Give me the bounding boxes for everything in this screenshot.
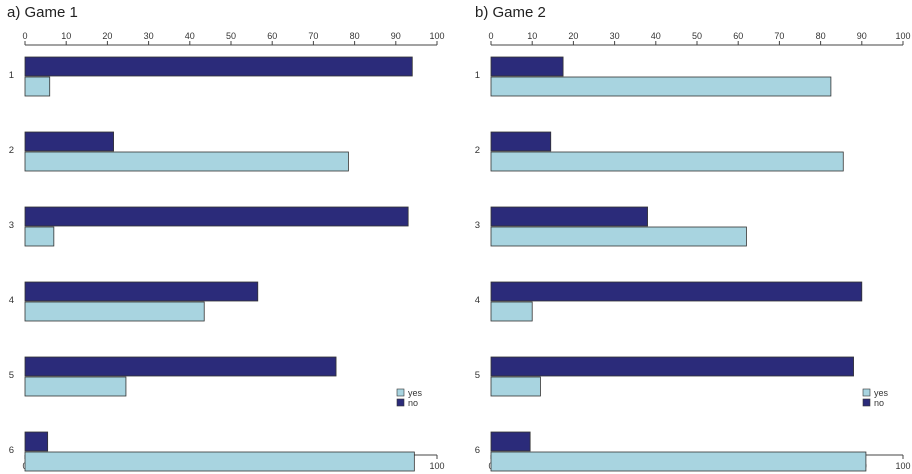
- category-label: 4: [9, 295, 14, 306]
- bar-no-2: [24, 131, 114, 152]
- x-tick-label-top: 70: [308, 31, 318, 41]
- x-tick-label-top: 60: [267, 31, 277, 41]
- x-tick-label-top: 50: [226, 31, 236, 41]
- x-tick-label-top: 30: [144, 31, 154, 41]
- bar-yes-6: [490, 451, 867, 472]
- chart-title: b) Game 2: [475, 4, 546, 21]
- x-tick-label-top: 10: [61, 31, 71, 41]
- legend-swatch-no: [862, 398, 871, 407]
- x-tick-label-bottom: 100: [895, 461, 910, 471]
- legend-swatch-yes: [396, 388, 405, 397]
- category-label: 4: [475, 295, 480, 306]
- bar-no-2: [490, 131, 552, 152]
- category-label: 2: [9, 145, 14, 156]
- category-label: 6: [9, 445, 14, 456]
- bar-yes-6: [24, 451, 415, 472]
- bar-no-1: [490, 56, 564, 77]
- category-label: 5: [9, 370, 14, 381]
- legend-label-yes: yes: [408, 388, 423, 398]
- bar-yes-1: [490, 76, 832, 97]
- legend-swatch-yes: [862, 388, 871, 397]
- x-tick-label-bottom: 100: [429, 461, 444, 471]
- bar-no-3: [490, 206, 648, 227]
- chart-panel-1: a) Game 10010102020303040405050606070708…: [7, 4, 445, 472]
- bar-yes-1: [24, 76, 51, 97]
- bar-yes-2: [24, 151, 349, 172]
- category-label: 3: [9, 220, 14, 231]
- x-tick-label-top: 100: [429, 31, 444, 41]
- x-tick-label-top: 20: [568, 31, 578, 41]
- bar-no-6: [490, 431, 531, 452]
- legend-label-yes: yes: [874, 388, 889, 398]
- bar-yes-5: [490, 376, 541, 397]
- x-tick-label-top: 0: [488, 31, 493, 41]
- x-tick-label-top: 30: [610, 31, 620, 41]
- legend-label-no: no: [874, 398, 884, 408]
- category-label: 3: [475, 220, 480, 231]
- x-tick-label-top: 10: [527, 31, 537, 41]
- x-tick-label-top: 20: [102, 31, 112, 41]
- bar-no-4: [24, 281, 259, 302]
- bar-yes-5: [24, 376, 127, 397]
- x-tick-label-top: 90: [391, 31, 401, 41]
- bar-yes-4: [24, 301, 205, 322]
- x-tick-label-top: 50: [692, 31, 702, 41]
- x-tick-label-top: 40: [185, 31, 195, 41]
- category-label: 1: [9, 70, 14, 81]
- x-tick-label-top: 40: [651, 31, 661, 41]
- x-tick-label-top: 0: [22, 31, 27, 41]
- category-label: 1: [475, 70, 480, 81]
- bar-no-1: [24, 56, 413, 77]
- x-tick-label-top: 100: [895, 31, 910, 41]
- bar-no-6: [24, 431, 49, 452]
- bar-no-5: [24, 356, 337, 377]
- x-tick-label-top: 60: [733, 31, 743, 41]
- bar-yes-2: [490, 151, 844, 172]
- chart-title: a) Game 1: [7, 4, 78, 21]
- x-tick-label-top: 90: [857, 31, 867, 41]
- category-label: 5: [475, 370, 480, 381]
- category-label: 2: [475, 145, 480, 156]
- chart-panel-2: b) Game 20010102020303040405050606070708…: [475, 4, 911, 472]
- legend-label-no: no: [408, 398, 418, 408]
- bar-no-3: [24, 206, 409, 227]
- bar-yes-3: [24, 226, 55, 247]
- bar-yes-4: [490, 301, 533, 322]
- bar-no-5: [490, 356, 854, 377]
- category-label: 6: [475, 445, 480, 456]
- x-tick-label-top: 80: [350, 31, 360, 41]
- legend-swatch-no: [396, 398, 405, 407]
- x-tick-label-top: 80: [816, 31, 826, 41]
- x-tick-label-top: 70: [774, 31, 784, 41]
- bar-no-4: [490, 281, 863, 302]
- bar-yes-3: [490, 226, 747, 247]
